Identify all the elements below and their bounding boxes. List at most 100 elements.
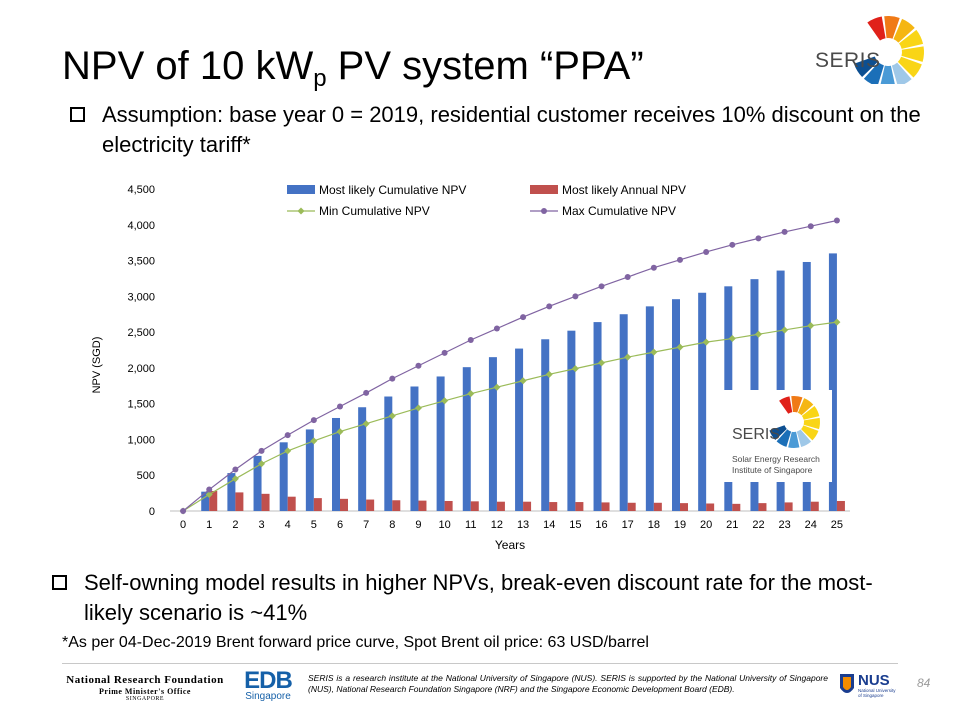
x-tick-label: 3: [258, 519, 264, 531]
max-npv-point: [389, 375, 396, 382]
min-npv-point: [231, 475, 239, 483]
inset-sunburst-icon: [769, 396, 820, 448]
annual-npv-bar: [653, 502, 662, 511]
x-axis-ticks: 0 1 2 3 4 5 6 7 8 9 10 11 12 13 14 15 16 17 18 19 20 21 22 23 24…: [180, 519, 843, 531]
cumulative-npv-bar: [672, 299, 680, 511]
annual-npv-bar: [392, 500, 401, 511]
min-npv-point: [519, 377, 527, 385]
x-tick-label: 15: [569, 519, 581, 531]
title-subscript: p: [313, 65, 327, 92]
max-npv-point: [258, 447, 265, 454]
page-number: 84: [917, 676, 931, 690]
x-tick-label: 8: [389, 519, 395, 531]
inset-logo-name: SERIS: [732, 426, 780, 443]
cumulative-npv-bar: [305, 429, 314, 511]
x-tick-label: 0: [180, 519, 186, 531]
inset-logo-line1: Solar Energy Research: [732, 454, 820, 464]
annual-npv-bar: [732, 503, 741, 511]
sun-ray: [884, 15, 900, 39]
max-npv-point: [650, 264, 657, 271]
x-tick-label: 16: [595, 519, 607, 531]
annual-npv-bar: [758, 503, 767, 511]
annual-npv-bar: [261, 493, 270, 511]
min-npv-point: [545, 370, 553, 378]
cumulative-npv-bar: [515, 348, 524, 511]
annual-npv-bar: [784, 502, 793, 511]
sun-ray: [791, 396, 803, 413]
max-npv-point: [833, 217, 840, 224]
y-axis-label: NPV (SGD): [91, 337, 103, 394]
cumulative-npv-bar: [828, 253, 837, 511]
max-npv-point: [493, 325, 500, 332]
min-npv-point: [310, 437, 318, 445]
sun-ray: [801, 425, 819, 441]
min-npv-point: [728, 335, 736, 343]
annual-npv-bar: [235, 492, 244, 511]
legend-swatch: [287, 185, 315, 194]
checkbox-bullet-icon: [52, 575, 67, 590]
sunburst-icon: [853, 15, 924, 84]
cumulative-npv-bar: [410, 386, 419, 511]
max-npv-point: [546, 303, 553, 310]
seris-logo: [853, 15, 924, 84]
y-tick-label: 500: [137, 470, 155, 482]
legend-label: Max Cumulative NPV: [562, 204, 676, 218]
max-npv-point: [572, 293, 579, 300]
x-tick-label: 24: [805, 519, 817, 531]
annual-npv-bar: [366, 499, 375, 511]
nus-sub-line2: of Singapore: [858, 693, 884, 698]
y-tick-label: 2,500: [127, 327, 155, 339]
min-npv-point: [650, 348, 658, 356]
inset-seris-logo: SERIS Solar Energy Research Institute of…: [720, 390, 832, 482]
assumption-bullet: Assumption: base year 0 = 2019, resident…: [70, 100, 930, 160]
x-axis-label: Years: [495, 538, 525, 552]
y-tick-label: 3,000: [127, 291, 155, 303]
cumulative-npv-bar: [201, 491, 210, 511]
max-npv-point: [729, 241, 736, 248]
min-npv-point: [362, 420, 370, 428]
max-npv-point: [337, 403, 343, 410]
legend-label: Most likely Cumulative NPV: [319, 183, 466, 197]
max-npv-point: [781, 228, 788, 235]
annual-npv-bar: [627, 502, 636, 511]
annual-npv-bar: [601, 502, 610, 511]
min-npv-point: [781, 326, 789, 334]
x-tick-label: 2: [232, 519, 238, 531]
x-tick-label: 4: [285, 519, 291, 531]
cumulative-npv-bar: [332, 417, 340, 511]
min-npv-line: [182, 321, 838, 512]
max-npv-point: [206, 486, 213, 493]
sun-ray: [796, 429, 812, 447]
x-tick-label: 1: [206, 519, 212, 531]
y-tick-label: 4,500: [127, 184, 155, 196]
annual-npv-bar: [706, 503, 715, 511]
max-npv-point: [415, 362, 422, 369]
x-tick-label: 20: [700, 519, 712, 531]
chart-legend: Most likely Cumulative NPV Most likely An…: [287, 183, 686, 218]
x-tick-label: 22: [752, 519, 764, 531]
min-npv-point: [205, 491, 213, 499]
max-npv-point: [441, 349, 448, 356]
max-npv-point: [363, 389, 370, 396]
min-npv-point: [807, 322, 815, 330]
y-tick-label: 1,500: [127, 399, 155, 411]
max-npv-point: [467, 336, 474, 343]
footer-divider: [62, 663, 898, 664]
annual-npv-bar: [313, 498, 322, 511]
cumulative-npv-bar: [619, 314, 628, 511]
max-npv-point: [284, 432, 291, 439]
slide-title: NPV of 10 kWp PV system “PPA”: [62, 42, 644, 103]
max-npv-point: [703, 248, 710, 255]
edb-logo: EDB Singapore: [242, 669, 294, 702]
y-tick-label: 0: [149, 506, 155, 518]
cumulative-npv-bar: [488, 357, 497, 511]
x-tick-label: 14: [543, 519, 555, 531]
sun-ray: [863, 62, 884, 84]
sun-ray: [776, 429, 792, 447]
legend-label: Min Cumulative NPV: [319, 204, 430, 218]
legend-label: Most likely Annual NPV: [562, 183, 686, 197]
nus-logo-text: NUS: [858, 672, 890, 689]
annual-npv-bar: [496, 501, 505, 511]
min-npv-point: [624, 353, 632, 361]
x-tick-label: 12: [491, 519, 503, 531]
